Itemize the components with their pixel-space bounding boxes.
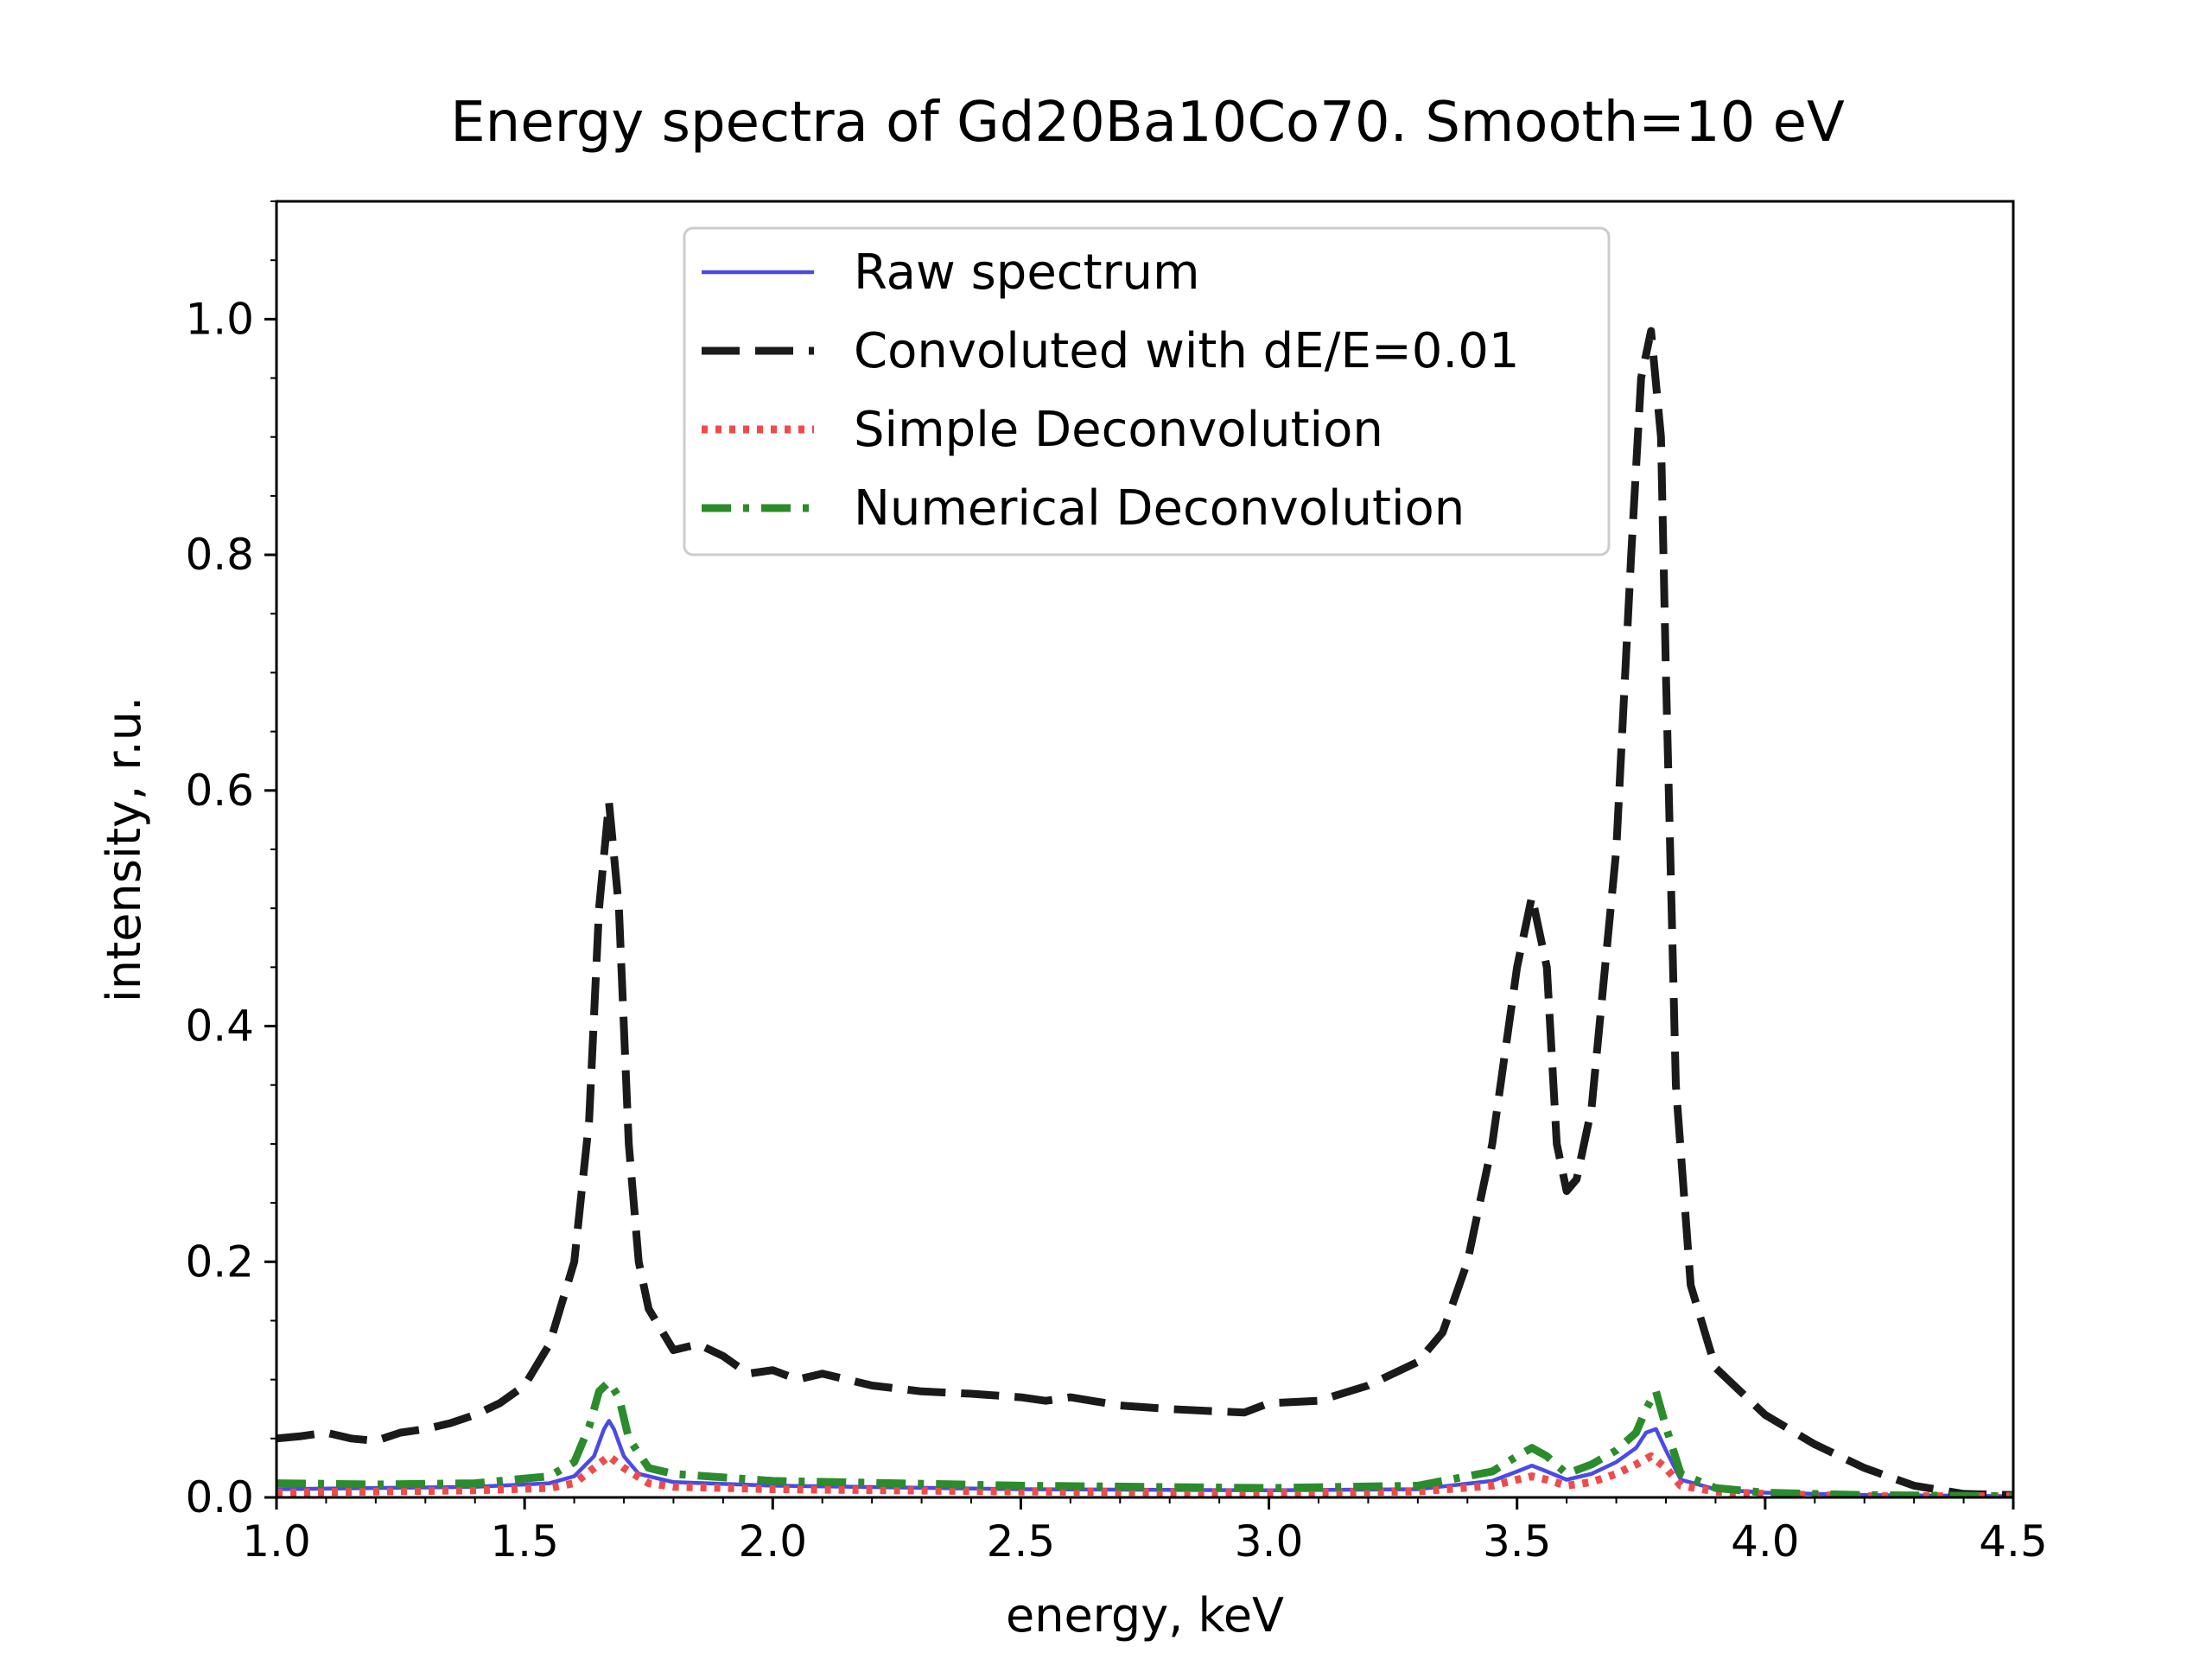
legend-label-3: Simple Deconvolution [854,402,1383,458]
y-tick-label: 0.2 [185,1236,254,1287]
y-tick-label: 0.0 [185,1472,254,1522]
x-tick-label: 1.0 [242,1516,311,1567]
x-tick-label: 2.5 [987,1516,1056,1567]
y-tick-label: 1.0 [185,294,254,344]
x-tick-label: 3.5 [1483,1516,1552,1567]
y-tick-label: 0.6 [185,766,254,816]
series-line-3 [276,1452,2013,1497]
x-tick-label: 4.5 [1979,1516,2048,1567]
legend: Raw spectrum Convoluted with dE/E=0.01 Sim… [683,226,1611,556]
legend-label-2: Convoluted with dE/E=0.01 [854,323,1519,379]
series-layer [276,327,2013,1497]
legend-label-1: Raw spectrum [854,245,1200,301]
series-line-4 [276,1377,2013,1497]
x-axis: 1.0 1.5 2.0 2.5 3.0 3.5 4.0 4.5 [242,1497,2048,1567]
y-axis-label: intensity, r.u. [97,696,151,1002]
y-tick-label: 0.4 [185,1001,254,1052]
series-line-2 [276,327,2013,1497]
series-line-1 [276,1419,2013,1497]
y-tick-label: 0.8 [185,530,254,580]
x-tick-label: 4.0 [1731,1516,1800,1567]
x-tick-label: 2.0 [739,1516,808,1567]
legend-label-4: Numerical Deconvolution [854,480,1465,537]
y-axis: 0.0 0.2 0.4 0.6 0.8 1.0 [185,200,276,1522]
x-tick-label: 3.0 [1235,1516,1304,1567]
x-axis-label: energy, keV [1006,1588,1284,1643]
legend-box [683,226,1611,556]
chart-title: Energy spectra of Gd20Ba10Co70. Smooth=1… [450,91,1845,155]
x-tick-label: 1.5 [490,1516,559,1567]
